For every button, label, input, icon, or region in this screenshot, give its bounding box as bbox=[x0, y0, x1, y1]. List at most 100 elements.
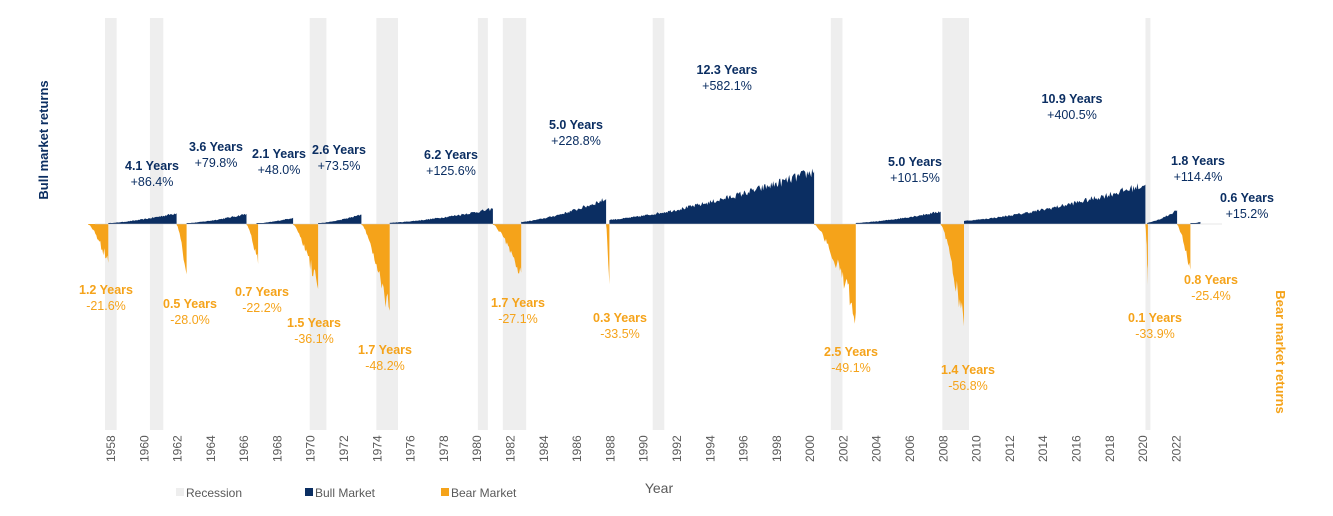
bear-return-label: -28.0% bbox=[170, 313, 210, 327]
x-tick-label: 1990 bbox=[637, 435, 651, 462]
bear-duration-label: 2.5 Years bbox=[824, 345, 878, 359]
x-tick-label: 1974 bbox=[370, 435, 384, 462]
left-axis-label: Bull market returns bbox=[36, 80, 51, 199]
x-tick-label: 2014 bbox=[1036, 435, 1050, 462]
bull-market-area bbox=[389, 208, 493, 224]
bull-return-label: +101.5% bbox=[890, 171, 940, 185]
bear-return-label: -21.6% bbox=[86, 299, 126, 313]
bear-market-area bbox=[361, 224, 390, 311]
bull-duration-label: 4.1 Years bbox=[125, 159, 179, 173]
bear-market-areas bbox=[88, 224, 1191, 327]
bear-return-label: -36.1% bbox=[294, 332, 334, 346]
x-tick-label: 1998 bbox=[770, 435, 784, 462]
bear-return-label: -25.4% bbox=[1191, 289, 1231, 303]
bear-return-label: -33.9% bbox=[1135, 327, 1175, 341]
x-tick-label: 1962 bbox=[171, 435, 185, 462]
x-axis-title: Year bbox=[645, 480, 674, 496]
bull-duration-label: 2.1 Years bbox=[252, 147, 306, 161]
x-tick-label: 2008 bbox=[936, 435, 950, 462]
legend-swatch-bear bbox=[441, 488, 449, 496]
x-tick-label: 1994 bbox=[703, 435, 717, 462]
x-tick-label: 1972 bbox=[337, 435, 351, 462]
x-tick-label: 1978 bbox=[437, 435, 451, 462]
bear-duration-label: 1.2 Years bbox=[79, 283, 133, 297]
bull-market-area bbox=[108, 213, 177, 224]
legend-swatch-bull bbox=[305, 488, 313, 496]
x-tick-label: 2012 bbox=[1003, 435, 1017, 462]
right-axis-label: Bear market returns bbox=[1273, 290, 1288, 414]
legend-label-recession: Recession bbox=[186, 486, 242, 500]
x-tick-label: 1960 bbox=[137, 435, 151, 462]
x-tick-label: 1966 bbox=[237, 435, 251, 462]
bear-return-label: -27.1% bbox=[498, 312, 538, 326]
bull-market-area bbox=[521, 198, 607, 224]
bear-market-area bbox=[246, 224, 259, 264]
bull-return-label: +86.4% bbox=[131, 175, 174, 189]
x-tick-label: 2018 bbox=[1103, 435, 1117, 462]
bull-market-area bbox=[186, 213, 247, 224]
bull-return-label: +79.8% bbox=[195, 156, 238, 170]
x-tick-label: 1976 bbox=[404, 435, 418, 462]
bear-duration-label: 1.4 Years bbox=[941, 363, 995, 377]
bull-return-label: +228.8% bbox=[551, 134, 601, 148]
bull-market-labels: 4.1 Years +86.4% 3.6 Years +79.8% 2.1 Years +… bbox=[125, 63, 1274, 221]
bull-market-area bbox=[1190, 221, 1201, 224]
bull-market-area bbox=[855, 211, 941, 224]
x-axis-ticks: 1958 1960 1962 1964 1966 1968 1970 1972 1974 1976… bbox=[104, 435, 1183, 462]
x-tick-label: 1968 bbox=[270, 435, 284, 462]
x-tick-label: 1992 bbox=[670, 435, 684, 462]
x-tick-label: 1986 bbox=[570, 435, 584, 462]
bull-duration-label: 10.9 Years bbox=[1042, 92, 1103, 106]
legend-swatch-recession bbox=[176, 488, 184, 496]
x-tick-label: 1964 bbox=[204, 435, 218, 462]
bear-return-label: -22.2% bbox=[242, 301, 282, 315]
bear-market-area bbox=[293, 224, 319, 289]
bear-duration-label: 1.7 Years bbox=[358, 343, 412, 357]
bear-market-area bbox=[1177, 224, 1191, 270]
x-tick-label: 2010 bbox=[970, 435, 984, 462]
bear-market-area bbox=[492, 224, 522, 274]
x-tick-label: 2006 bbox=[903, 435, 917, 462]
bear-duration-label: 0.8 Years bbox=[1184, 273, 1238, 287]
legend: Recession Bull Market Bear Market bbox=[176, 486, 517, 500]
bull-return-label: +48.0% bbox=[258, 163, 301, 177]
bear-return-label: -56.8% bbox=[948, 379, 988, 393]
legend-item-recession: Recession bbox=[176, 486, 242, 500]
bull-return-label: +582.1% bbox=[702, 79, 752, 93]
bull-duration-label: 5.0 Years bbox=[888, 155, 942, 169]
x-tick-label: 1970 bbox=[304, 435, 318, 462]
bull-return-label: +125.6% bbox=[426, 164, 476, 178]
x-tick-label: 1984 bbox=[537, 435, 551, 462]
x-tick-label: 2016 bbox=[1070, 435, 1084, 462]
x-tick-label: 2002 bbox=[836, 435, 850, 462]
bull-duration-label: 6.2 Years bbox=[424, 148, 478, 162]
bear-return-label: -33.5% bbox=[600, 327, 640, 341]
x-tick-label: 2022 bbox=[1169, 435, 1183, 462]
bear-return-label: -49.1% bbox=[831, 361, 871, 375]
bull-duration-label: 3.6 Years bbox=[189, 140, 243, 154]
bear-duration-label: 0.1 Years bbox=[1128, 311, 1182, 325]
x-tick-label: 2000 bbox=[803, 435, 817, 462]
x-tick-label: 1982 bbox=[504, 435, 518, 462]
x-tick-label: 1980 bbox=[470, 435, 484, 462]
bull-market-area bbox=[256, 217, 294, 224]
bear-market-area bbox=[1145, 224, 1148, 285]
legend-item-bull: Bull Market bbox=[305, 486, 376, 500]
legend-item-bear: Bear Market bbox=[441, 486, 517, 500]
bear-market-area bbox=[606, 224, 610, 285]
x-tick-label: 2020 bbox=[1136, 435, 1150, 462]
x-tick-label: 2004 bbox=[870, 435, 884, 462]
bull-return-label: +73.5% bbox=[318, 159, 361, 173]
bull-duration-label: 5.0 Years bbox=[549, 118, 603, 132]
bull-market-area bbox=[318, 214, 362, 224]
bear-market-area bbox=[88, 224, 109, 263]
bull-duration-label: 1.8 Years bbox=[1171, 154, 1225, 168]
bull-duration-label: 2.6 Years bbox=[312, 143, 366, 157]
bear-duration-label: 0.5 Years bbox=[163, 297, 217, 311]
bull-market-area bbox=[964, 183, 1146, 224]
bear-market-area bbox=[176, 224, 187, 275]
bear-market-area bbox=[814, 224, 856, 324]
bull-duration-label: 12.3 Years bbox=[697, 63, 758, 77]
bull-return-label: +15.2% bbox=[1226, 207, 1269, 221]
